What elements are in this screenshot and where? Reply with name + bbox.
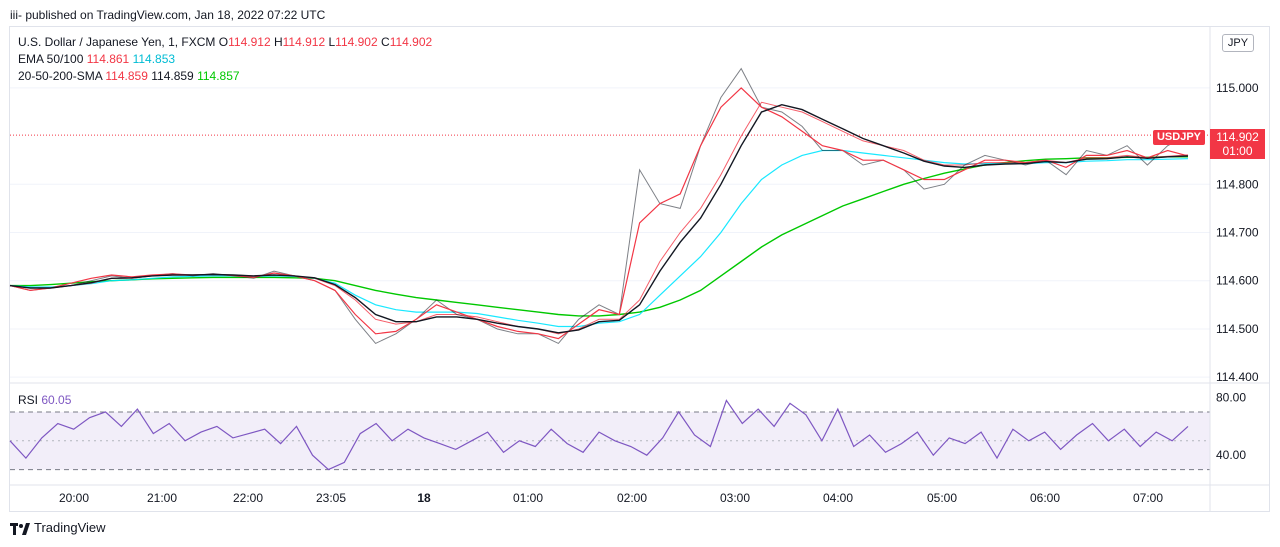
rsi-legend[interactable]: RSI 60.05 bbox=[18, 392, 71, 408]
published-line: iii- published on TradingView.com, Jan 1… bbox=[10, 8, 326, 22]
sma50-value: 114.859 bbox=[151, 69, 194, 83]
currency-badge[interactable]: JPY bbox=[1222, 34, 1254, 52]
high-label: H bbox=[273, 35, 283, 49]
tradingview-footer[interactable]: TradingView bbox=[10, 520, 106, 535]
rsi-value: 60.05 bbox=[41, 393, 72, 407]
time-tick-label: 21:00 bbox=[147, 491, 177, 505]
countdown-value: 01:00 bbox=[1222, 144, 1253, 158]
time-tick-label: 22:00 bbox=[233, 491, 263, 505]
open-label: O bbox=[218, 35, 229, 49]
ema-label: EMA 50/100 bbox=[18, 52, 84, 66]
close-label: C bbox=[381, 35, 390, 49]
price-grid bbox=[10, 87, 1210, 378]
time-tick-label: 01:00 bbox=[513, 491, 543, 505]
rsi-line bbox=[9, 399, 1189, 471]
symbol-tag-text: USDJPY bbox=[1156, 131, 1202, 143]
time-tick-label: 07:00 bbox=[1133, 491, 1163, 505]
ema50-value: 114.861 bbox=[86, 52, 130, 66]
open-value: 114.912 bbox=[228, 35, 271, 49]
low-value: 114.902 bbox=[335, 35, 378, 49]
time-tick-label: 02:00 bbox=[617, 491, 647, 505]
last-price-value: 114.902 bbox=[1216, 130, 1259, 144]
time-tick-label: 03:00 bbox=[720, 491, 750, 505]
series-sma-200 bbox=[10, 156, 1188, 317]
series-ema-50 bbox=[9, 101, 1189, 335]
rsi-tick-label: 40.00 bbox=[1216, 448, 1246, 462]
time-tick-label: 06:00 bbox=[1030, 491, 1060, 505]
time-tick-label: 23:05 bbox=[316, 491, 346, 505]
price-lines bbox=[9, 67, 1189, 345]
chart-canvas[interactable]: 115.000 114.800 114.700 114.600 114.500 114.4… bbox=[0, 0, 1280, 520]
price-tick-label: 114.600 bbox=[1216, 274, 1259, 288]
rsi-label: RSI bbox=[18, 393, 39, 407]
symbol-name: U.S. Dollar / Japanese Yen, 1, FXCM bbox=[18, 35, 216, 49]
rsi-tick-label: 80.00 bbox=[1216, 391, 1246, 405]
price-axis: 115.000 114.800 114.700 114.600 114.500 114.4… bbox=[1216, 81, 1259, 384]
time-axis: 20:00 21:00 22:00 23:05 18 01:00 02:00 03:00 04:… bbox=[10, 27, 1270, 511]
ema100-value: 114.853 bbox=[132, 52, 176, 66]
time-tick-label: 04:00 bbox=[823, 491, 853, 505]
symbol-price-tag: USDJPY bbox=[1153, 130, 1205, 145]
series-ema-100 bbox=[9, 149, 1189, 328]
high-value: 114.912 bbox=[282, 35, 326, 49]
time-tick-label: 05:00 bbox=[927, 491, 957, 505]
sma-label: 20-50-200-SMA bbox=[18, 69, 103, 83]
rsi-pane: 80.00 40.00 bbox=[9, 382, 1270, 471]
legend-sma-row[interactable]: 20-50-200-SMA 114.859 114.859 114.857 bbox=[18, 68, 240, 84]
series-sma-50 bbox=[9, 103, 1189, 334]
time-tick-label: 20:00 bbox=[59, 491, 89, 505]
series-sma-20 bbox=[9, 87, 1189, 340]
price-tick-label: 114.700 bbox=[1216, 226, 1259, 240]
legend-ema-row[interactable]: EMA 50/100 114.861 114.853 bbox=[18, 51, 175, 67]
tradingview-logo-icon bbox=[10, 522, 30, 535]
price-tick-label: 114.500 bbox=[1216, 322, 1259, 336]
price-tick-label: 114.800 bbox=[1216, 177, 1259, 191]
sma200-value: 114.857 bbox=[197, 69, 240, 83]
close-value: 114.902 bbox=[389, 35, 433, 49]
time-tick-label: 18 bbox=[417, 491, 431, 505]
legend-symbol-row: U.S. Dollar / Japanese Yen, 1, FXCM O114… bbox=[18, 34, 432, 50]
series-usdjpy bbox=[9, 67, 1189, 345]
last-price-tag: 114.902 01:00 bbox=[1210, 129, 1265, 159]
chart-frame bbox=[9, 26, 1270, 512]
sma20-value: 114.859 bbox=[105, 69, 148, 83]
price-tick-label: 115.000 bbox=[1216, 81, 1259, 95]
low-label: L bbox=[328, 35, 336, 49]
brand-name: TradingView bbox=[34, 520, 106, 535]
price-tick-label: 114.400 bbox=[1216, 370, 1259, 384]
